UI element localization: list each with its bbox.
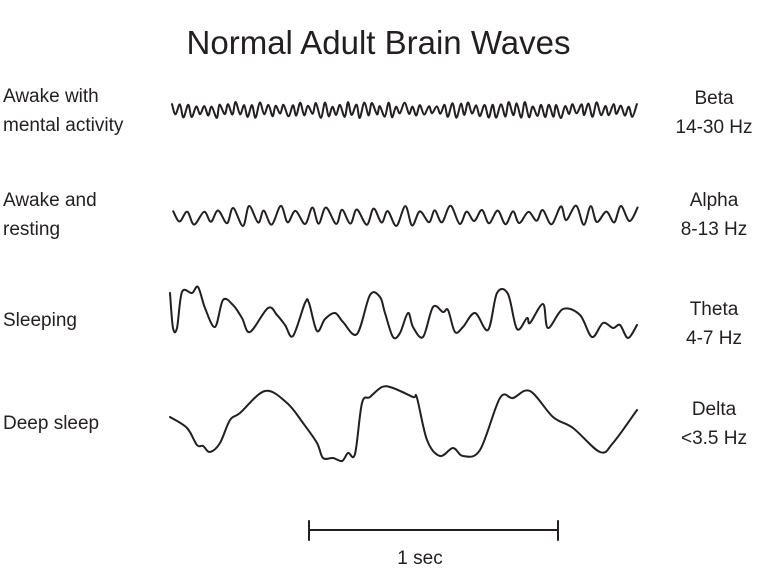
state-line: Sleeping	[3, 310, 77, 331]
state-line: Deep sleep	[3, 413, 100, 434]
theta-label: Theta 4-7 Hz	[668, 295, 757, 353]
alpha-wave	[172, 204, 639, 228]
wave-frequency: 4-7 Hz	[686, 328, 742, 349]
alpha-state-label: Awake and resting	[3, 186, 97, 244]
state-line: mental activity	[3, 115, 124, 136]
beta-state-label: Awake with mental activity	[3, 82, 123, 140]
theta-state-label: Sleeping	[3, 306, 77, 335]
wave-name: Alpha	[689, 190, 739, 211]
scale-bar-label: 1 sec	[397, 548, 443, 569]
alpha-label: Alpha 8-13 Hz	[668, 186, 757, 244]
wave-frequency: <3.5 Hz	[680, 428, 747, 449]
wave-frequency: 8-13 Hz	[680, 219, 748, 240]
page-title: Normal Adult Brain Waves	[186, 24, 571, 61]
delta-label: Delta <3.5 Hz	[668, 395, 757, 453]
delta-state-label: Deep sleep	[3, 409, 99, 438]
wave-name: Beta	[694, 88, 734, 109]
beta-wave	[171, 100, 638, 120]
beta-label: Beta 14-30 Hz	[668, 84, 757, 142]
wave-frequency: 14-30 Hz	[675, 117, 753, 138]
state-line: Awake and	[3, 190, 97, 211]
state-line: Awake with	[3, 86, 99, 107]
state-line: resting	[3, 219, 61, 240]
theta-wave	[169, 285, 638, 340]
delta-wave	[169, 385, 638, 463]
wave-name: Delta	[691, 399, 737, 420]
wave-name: Theta	[689, 299, 739, 320]
